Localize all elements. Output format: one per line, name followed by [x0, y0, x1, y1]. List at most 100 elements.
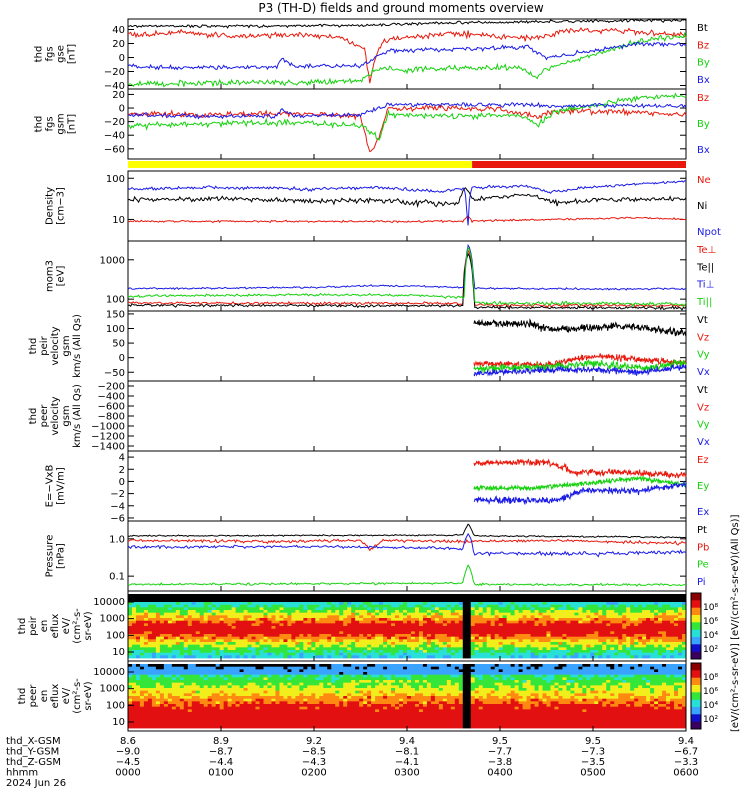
spectrogram-cell: [263, 628, 268, 632]
spectrogram-cell: [267, 636, 272, 640]
spectrogram-cell: [379, 615, 384, 619]
spectrogram-cell: [207, 690, 213, 694]
spectrogram-cell: [207, 628, 213, 632]
spectrogram-cell: [307, 720, 312, 724]
spectrogram-cell: [227, 636, 233, 640]
spectrogram-cell: [291, 628, 296, 632]
spectrogram-cell: [275, 698, 280, 702]
spectrogram-cell: [375, 618, 380, 622]
spectrogram-cell: [466, 612, 472, 616]
spectrogram-cell: [347, 599, 352, 603]
spectrogram-cell: [283, 714, 288, 718]
spectrogram-cell: [147, 636, 153, 640]
spectrogram-cell: [526, 628, 531, 632]
spectrogram-cell: [319, 714, 324, 718]
spectrogram-cell: [287, 717, 292, 721]
spectrogram-cell: [319, 655, 324, 659]
spectrogram-cell: [207, 644, 213, 648]
spectrogram-cell: [251, 634, 256, 638]
spectrogram-cell: [167, 615, 173, 619]
spectrogram-cell: [558, 612, 563, 616]
spectrogram-cell: [139, 615, 145, 619]
spectrogram-cell: [235, 647, 240, 651]
spectrogram-cell: [558, 626, 563, 630]
spectrogram-cell: [399, 647, 404, 651]
spectrogram-cell: [147, 602, 153, 606]
spectrogram-cell: [482, 647, 488, 651]
spectrogram-cell: [327, 650, 332, 654]
ylabel-line: km/s (All Qs): [72, 384, 83, 448]
spectrogram-cell: [570, 642, 575, 646]
spectrogram-cell: [255, 714, 260, 718]
spectrogram-cell: [367, 623, 372, 627]
spectrogram-cell: [399, 642, 404, 646]
spectrogram-cell: [287, 642, 292, 646]
spectrogram-cell: [371, 620, 376, 624]
spectrogram-cell: [295, 714, 300, 718]
spectrogram-cell: [143, 655, 149, 659]
spectrogram-cell: [482, 618, 488, 622]
spectrogram-cell: [203, 690, 209, 694]
spectrogram-cell: [303, 664, 308, 668]
spectrogram-cell: [291, 698, 296, 702]
spectrogram-cell: [654, 636, 659, 640]
spectrogram-cell: [606, 610, 611, 614]
spectrogram-cell: [502, 628, 508, 632]
spectrogram-cell: [251, 674, 256, 678]
spectrogram-cell: [482, 655, 488, 659]
spectrogram-cell: [267, 607, 272, 611]
spectrogram-cell: [602, 599, 607, 603]
spectrogram-cell: [163, 639, 169, 643]
spectrogram-cell: [494, 634, 500, 638]
spectrogram-cell: [131, 674, 137, 678]
spectrogram-cell: [510, 612, 516, 616]
spectrogram-cell: [498, 594, 504, 598]
spectrogram-cell: [355, 636, 360, 640]
spectrogram-cell: [223, 682, 229, 686]
spectrogram-cell: [434, 620, 440, 624]
spectrogram-cell: [295, 596, 300, 600]
spectrogram-cell: [518, 594, 523, 598]
spectrogram-cell: [355, 631, 360, 635]
spectrogram-cell: [606, 602, 611, 606]
spectrogram-cell: [323, 596, 328, 600]
spectrogram-cell: [578, 618, 583, 622]
spectrogram-cell: [319, 650, 324, 654]
spectrogram-cell: [275, 612, 280, 616]
spectrogram-cell: [199, 594, 205, 598]
spectrogram-cell: [566, 610, 571, 614]
spectrogram-cell: [359, 664, 364, 668]
spectrogram-cell: [295, 626, 300, 630]
spectrogram-cell: [247, 628, 252, 632]
spectrogram-cell: [522, 642, 527, 646]
spectrogram-cell: [462, 615, 468, 619]
spectrogram-cell: [207, 623, 213, 627]
spectrogram-cell: [642, 615, 647, 619]
spectrogram-cell: [339, 596, 344, 600]
spectrogram-cell: [335, 714, 340, 718]
legend-entry: Pt: [697, 525, 707, 536]
spectrogram-cell: [171, 596, 177, 600]
spectrogram-cell: [534, 620, 539, 624]
spectrogram-cell: [359, 680, 364, 684]
spectrogram-cell: [462, 642, 468, 646]
spectrogram-cell: [574, 620, 579, 624]
spectrogram-cell: [654, 639, 659, 643]
spectrogram-cell: [594, 626, 599, 630]
spectrogram-cell: [299, 725, 304, 729]
spectrogram-cell: [658, 602, 663, 606]
series-line: [127, 31, 687, 88]
spectrogram-cell: [438, 628, 444, 632]
spectrogram-cell: [578, 602, 583, 606]
spectrogram-cell: [151, 620, 157, 624]
spectrogram-cell: [315, 599, 320, 603]
spectrogram-cell: [542, 604, 547, 608]
spectrogram-cell: [283, 682, 288, 686]
spectrogram-cell: [215, 714, 221, 718]
spectrogram-cell: [303, 604, 308, 608]
spectrogram-cell: [179, 596, 185, 600]
spectrogram-cell: [143, 615, 149, 619]
legend-entry: Ex: [697, 507, 709, 518]
spectrogram-cell: [622, 650, 627, 654]
spectrogram-cell: [518, 599, 523, 603]
